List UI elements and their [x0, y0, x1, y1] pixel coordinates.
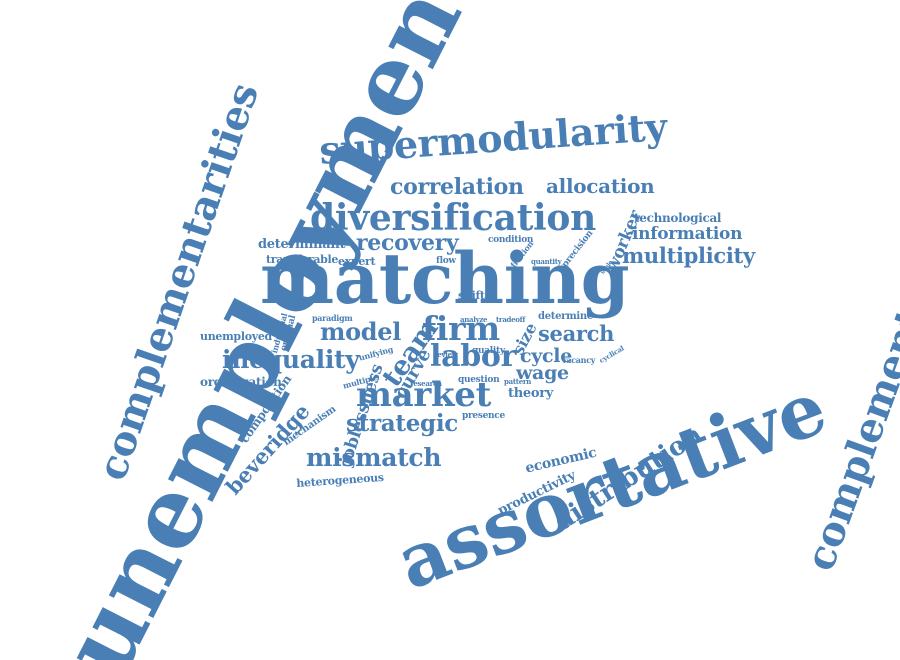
word-labor: labor [430, 339, 517, 374]
word-analyze: analyze [460, 315, 488, 324]
word-search: search [538, 321, 615, 346]
word-vacancy: vacancy [562, 355, 596, 365]
word-flow: flow [436, 256, 456, 266]
word-unemployed: unemployed [200, 330, 272, 343]
word-multiplicity: multiplicity [622, 243, 755, 268]
word-inequality: inequality [222, 345, 360, 374]
word-expert: expert [338, 255, 376, 268]
word-paradigm: paradigm [312, 313, 353, 323]
word-wage: wage [516, 362, 569, 384]
word-organization: organization [200, 375, 282, 389]
word-cyclical: cyclical [597, 343, 626, 365]
word-tradeoff: tradeoff [496, 315, 526, 324]
word-condition: condition [488, 235, 534, 245]
word-allocation: allocation [546, 174, 655, 198]
word-recovery: recovery [356, 230, 459, 256]
word-presence: presence [462, 411, 505, 421]
word-shift: shift [458, 289, 485, 302]
word-heterogeneous: heterogeneous [295, 470, 385, 490]
word-theory: theory [508, 386, 554, 401]
word-firm: firm [422, 309, 500, 348]
word-determine: determine [538, 311, 593, 322]
word-diversification: diversification [310, 197, 596, 239]
word-matching: matching [260, 237, 630, 320]
word-review: review [434, 350, 458, 359]
word-market: market [356, 375, 492, 415]
word-pattern: pattern [504, 377, 532, 386]
word-question: question [458, 375, 500, 385]
word-research: research [410, 379, 442, 388]
word-determinant: determinant [258, 237, 346, 252]
word-strategic: strategic [346, 410, 458, 437]
word-mismatch: mismatch [306, 443, 442, 472]
word-information: information [632, 224, 743, 244]
word-correlation: correlation [390, 174, 524, 200]
word-cycle: cycle [520, 345, 572, 367]
word-quantity: quantity [531, 257, 562, 266]
word-quality: quality [472, 346, 505, 356]
word-transferable: transferable [266, 253, 339, 266]
word-technological: technological [634, 211, 722, 225]
word-model: model [320, 317, 402, 346]
